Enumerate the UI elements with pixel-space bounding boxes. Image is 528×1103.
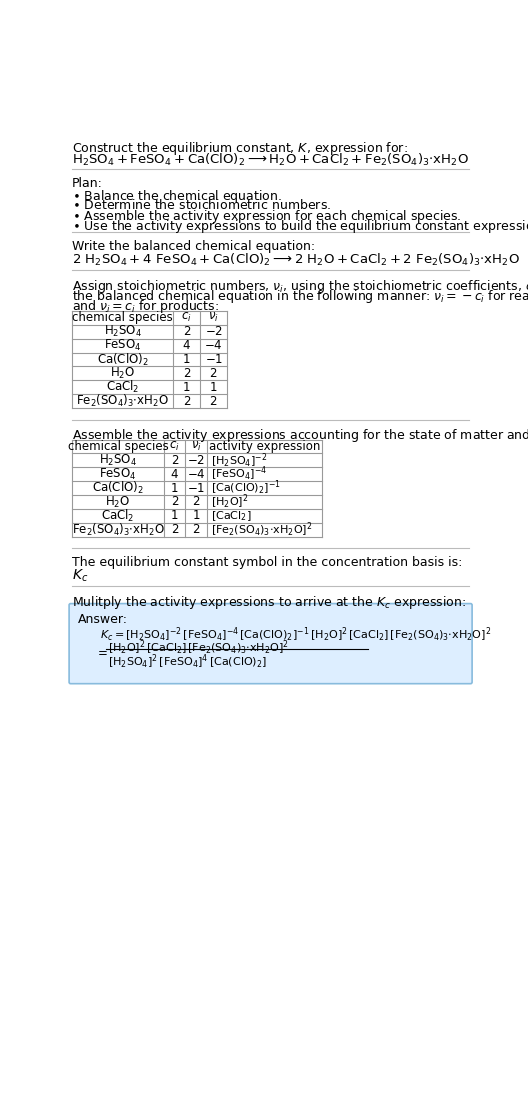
Text: $-2$: $-2$ <box>204 325 223 339</box>
Text: $1$: $1$ <box>192 510 201 523</box>
Text: $\mathrm{Ca(ClO)_2}$: $\mathrm{Ca(ClO)_2}$ <box>92 480 144 496</box>
Text: $-1$: $-1$ <box>187 482 205 494</box>
Text: 1: 1 <box>171 510 178 523</box>
Text: $\mathrm{Ca(ClO)_2}$: $\mathrm{Ca(ClO)_2}$ <box>97 352 148 367</box>
Text: $[\mathrm{H_2O}]^{2}$: $[\mathrm{H_2O}]^{2}$ <box>211 493 248 511</box>
Text: $2$: $2$ <box>192 495 201 508</box>
Text: $\mathrm{2\ H_2SO_4 + 4\ FeSO_4 + Ca(ClO)_2 \longrightarrow 2\ H_2O + CaCl_2 + 2: $\mathrm{2\ H_2SO_4 + 4\ FeSO_4 + Ca(ClO… <box>72 251 520 268</box>
Text: $\mathrm{H_2SO_4}$: $\mathrm{H_2SO_4}$ <box>103 324 142 340</box>
Text: $[\mathrm{H_2SO_4}]^{-2}$: $[\mathrm{H_2SO_4}]^{-2}$ <box>211 451 267 470</box>
Text: $K_c = [\mathrm{H_2SO_4}]^{-2}\,[\mathrm{FeSO_4}]^{-4}\,[\mathrm{Ca(ClO)_2}]^{-1: $K_c = [\mathrm{H_2SO_4}]^{-2}\,[\mathrm… <box>100 625 491 643</box>
Text: $[\mathrm{CaCl_2}]$: $[\mathrm{CaCl_2}]$ <box>211 508 251 523</box>
Text: $\mathrm{CaCl_2}$: $\mathrm{CaCl_2}$ <box>101 507 135 524</box>
Text: $\mathrm{H_2SO_4 + FeSO_4 + Ca(ClO)_2 \longrightarrow H_2O + CaCl_2 + Fe_2(SO_4): $\mathrm{H_2SO_4 + FeSO_4 + Ca(ClO)_2 \l… <box>72 152 469 169</box>
Text: 2: 2 <box>183 325 190 339</box>
Text: 1: 1 <box>171 482 178 494</box>
Text: 2: 2 <box>183 367 190 379</box>
Text: chemical species: chemical species <box>68 440 168 453</box>
Text: 4: 4 <box>183 339 190 352</box>
Text: $\nu_i$: $\nu_i$ <box>208 311 219 324</box>
Text: $c_i$: $c_i$ <box>169 440 180 453</box>
Text: chemical species: chemical species <box>72 311 173 324</box>
Text: $2$: $2$ <box>192 523 201 536</box>
Text: $\nu_i$: $\nu_i$ <box>191 440 202 453</box>
Text: $\mathrm{FeSO_4}$: $\mathrm{FeSO_4}$ <box>104 339 142 353</box>
Text: $\bullet$ Balance the chemical equation.: $\bullet$ Balance the chemical equation. <box>72 188 282 205</box>
Text: $\mathrm{Fe_2(SO_4)_3{\cdot}xH_2O}$: $\mathrm{Fe_2(SO_4)_3{\cdot}xH_2O}$ <box>76 393 169 409</box>
Text: 4: 4 <box>171 468 178 481</box>
Text: 2: 2 <box>183 395 190 408</box>
Text: 2: 2 <box>171 453 178 467</box>
FancyBboxPatch shape <box>69 603 472 684</box>
Text: $\mathrm{H_2SO_4}$: $\mathrm{H_2SO_4}$ <box>99 453 137 468</box>
Text: $\bullet$ Use the activity expressions to build the equilibrium constant express: $\bullet$ Use the activity expressions t… <box>72 217 528 235</box>
Text: Assemble the activity expressions accounting for the state of matter and $\nu_i$: Assemble the activity expressions accoun… <box>72 427 528 445</box>
Text: $1$: $1$ <box>210 381 218 394</box>
Text: $=$: $=$ <box>96 645 108 658</box>
Text: Mulitply the activity expressions to arrive at the $K_c$ expression:: Mulitply the activity expressions to arr… <box>72 593 467 611</box>
Text: $[\mathrm{Ca(ClO)_2}]^{-1}$: $[\mathrm{Ca(ClO)_2}]^{-1}$ <box>211 479 281 497</box>
Text: $c_i$: $c_i$ <box>181 311 192 324</box>
Text: activity expression: activity expression <box>209 440 320 453</box>
Text: $2$: $2$ <box>210 395 218 408</box>
Text: the balanced chemical equation in the following manner: $\nu_i = -c_i$ for react: the balanced chemical equation in the fo… <box>72 288 528 304</box>
Text: The equilibrium constant symbol in the concentration basis is:: The equilibrium constant symbol in the c… <box>72 556 463 569</box>
Text: Construct the equilibrium constant, $K$, expression for:: Construct the equilibrium constant, $K$,… <box>72 140 408 157</box>
Text: $-4$: $-4$ <box>187 468 205 481</box>
Text: $\mathrm{Fe_2(SO_4)_3{\cdot}xH_2O}$: $\mathrm{Fe_2(SO_4)_3{\cdot}xH_2O}$ <box>71 522 164 538</box>
Text: $2$: $2$ <box>210 367 218 379</box>
Text: 2: 2 <box>171 523 178 536</box>
Text: 2: 2 <box>171 495 178 508</box>
Text: Plan:: Plan: <box>72 176 103 190</box>
Text: $-4$: $-4$ <box>204 339 223 352</box>
Text: $\mathrm{H_2O}$: $\mathrm{H_2O}$ <box>106 494 130 510</box>
Text: $K_c$: $K_c$ <box>72 567 89 583</box>
Text: $\mathrm{CaCl_2}$: $\mathrm{CaCl_2}$ <box>106 379 139 395</box>
Text: $[\mathrm{FeSO_4}]^{-4}$: $[\mathrm{FeSO_4}]^{-4}$ <box>211 465 267 483</box>
Text: $[\mathrm{Fe_2(SO_4)_3{\cdot}xH_2O}]^{2}$: $[\mathrm{Fe_2(SO_4)_3{\cdot}xH_2O}]^{2}… <box>211 521 312 539</box>
Text: $[\mathrm{H_2O}]^{2}\,[\mathrm{CaCl_2}]\,[\mathrm{Fe_2(SO_4)_3{\cdot}xH_2O}]^{2}: $[\mathrm{H_2O}]^{2}\,[\mathrm{CaCl_2}]\… <box>108 639 289 657</box>
Text: $\mathrm{H_2O}$: $\mathrm{H_2O}$ <box>110 366 135 381</box>
Text: 1: 1 <box>183 381 190 394</box>
Text: $-2$: $-2$ <box>187 453 205 467</box>
Text: $[\mathrm{H_2SO_4}]^{2}\,[\mathrm{FeSO_4}]^{4}\,[\mathrm{Ca(ClO)_2}]$: $[\mathrm{H_2SO_4}]^{2}\,[\mathrm{FeSO_4… <box>108 652 267 671</box>
Text: Write the balanced chemical equation:: Write the balanced chemical equation: <box>72 240 315 254</box>
Text: $\mathrm{FeSO_4}$: $\mathrm{FeSO_4}$ <box>99 467 137 482</box>
Text: 1: 1 <box>183 353 190 366</box>
Text: $\bullet$ Determine the stoichiometric numbers.: $\bullet$ Determine the stoichiometric n… <box>72 197 332 212</box>
Text: Answer:: Answer: <box>78 613 128 625</box>
Text: $-1$: $-1$ <box>204 353 223 366</box>
Text: Assign stoichiometric numbers, $\nu_i$, using the stoichiometric coefficients, $: Assign stoichiometric numbers, $\nu_i$, … <box>72 278 528 295</box>
Text: $\bullet$ Assemble the activity expression for each chemical species.: $\bullet$ Assemble the activity expressi… <box>72 207 461 225</box>
Text: and $\nu_i = c_i$ for products:: and $\nu_i = c_i$ for products: <box>72 298 219 315</box>
